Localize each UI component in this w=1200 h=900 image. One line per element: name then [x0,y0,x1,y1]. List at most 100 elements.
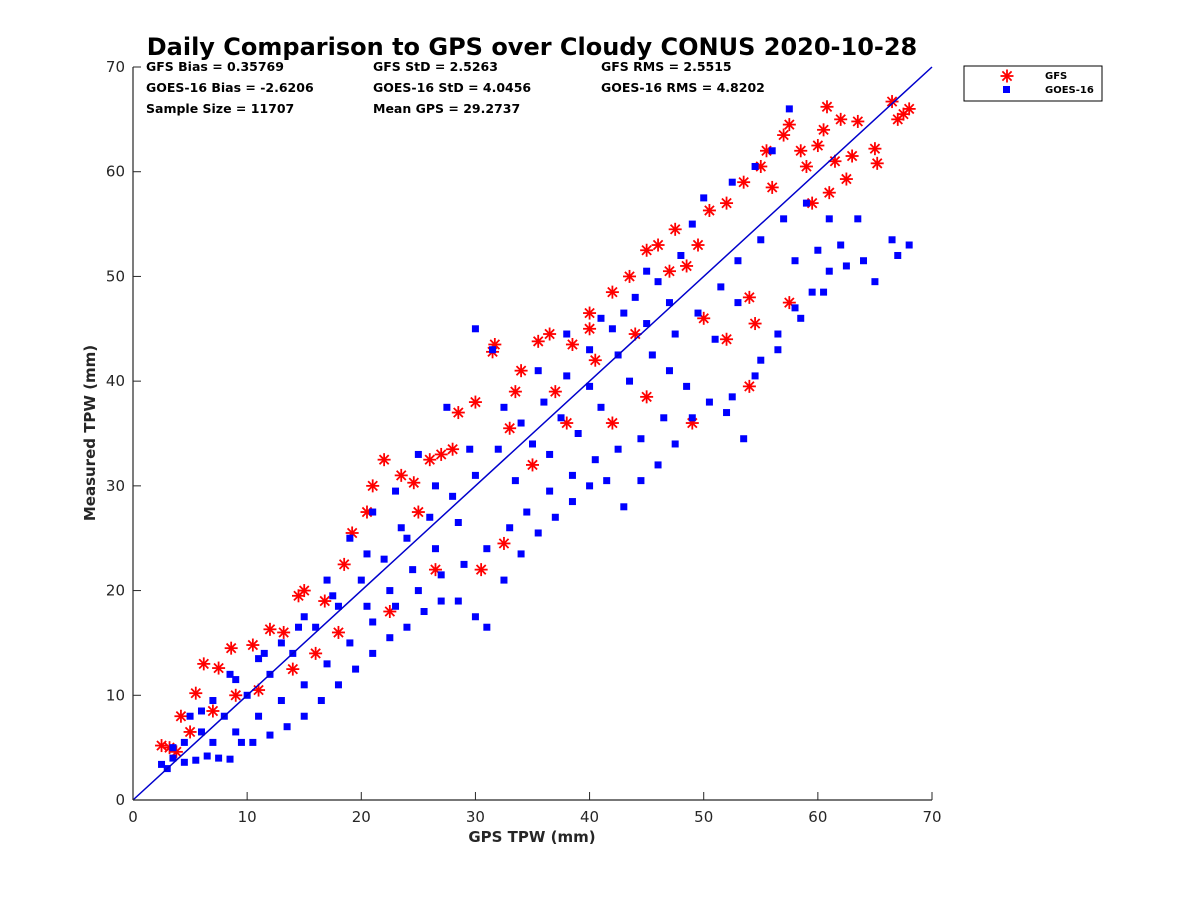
goes-16-point [785,105,793,113]
gfs-point [286,662,300,676]
goes-16-point [386,587,394,595]
gfs-point [407,476,421,490]
gfs-point [662,264,676,278]
goes-16-point [414,587,422,595]
goes-16-point [728,178,736,186]
goes-16-point [283,723,291,731]
gfs-point [623,269,637,283]
gfs-point [318,594,332,608]
goes-16-point [414,450,422,458]
legend-goes-marker [1003,86,1010,93]
goes-16-point [323,576,331,584]
gfs-point [423,453,437,467]
goes-16-point [734,257,742,265]
gfs-point [811,139,825,153]
goes-16-point [517,419,525,427]
goes-16-point [683,382,691,390]
goes-16-point [334,681,342,689]
goes-16-point [728,393,736,401]
gfs-point [446,442,460,456]
gfs-point [309,646,323,660]
gfs-point [474,563,488,577]
goes-16-point [648,351,656,359]
goes-16-point [780,215,788,223]
y-axis-label: Measured TPW (mm) [81,345,99,521]
goes-16-point [671,330,679,338]
goes-16-point [500,403,508,411]
gfs-point [174,709,188,723]
gfs-point [588,353,602,367]
x-tick-label: 20 [352,808,371,826]
goes-16-point [563,330,571,338]
goes-16-point [677,251,685,259]
goes-16-point [483,623,491,631]
goes-16-point [603,477,611,485]
chart-title: Daily Comparison to GPS over Cloudy CONU… [147,33,918,61]
x-axis-ticks: 0 10 20 30 40 50 60 70 [128,792,942,826]
goes-16-point [643,267,651,275]
goes-16-point [466,445,474,453]
goes-16-point [197,728,205,736]
goes-16-point [825,215,833,223]
gfs-point [508,385,522,399]
goes-16-point [312,623,320,631]
goes-16-point [774,346,782,354]
goes-16-point [842,262,850,270]
goes-16-point [209,697,217,705]
goes-16-point [295,623,303,631]
stat-gfs-rms: GFS RMS = 2.5515 [601,59,732,74]
goes-16-point [471,613,479,621]
goes-16-point [688,220,696,228]
goes-16-point [232,728,240,736]
gfs-point [777,128,791,142]
goes-16-point [723,409,731,417]
goes-16-point [363,602,371,610]
one-to-one-line [132,66,933,801]
goes-16-point [226,755,234,763]
stat-sample-size: Sample Size = 11707 [146,101,294,116]
goes-16-point [352,665,360,673]
gfs-point [394,468,408,482]
gfs-point [531,334,545,348]
goes-16-point [791,257,799,265]
goes-16-point [631,293,639,301]
goes-16-point [158,760,166,768]
goes-16-point [597,314,605,322]
goes-16-point [637,435,645,443]
x-tick-label: 10 [238,808,257,826]
gfs-point [799,159,813,173]
goes-16-point [614,445,622,453]
goes-16-point [808,288,816,296]
x-tick-label: 70 [922,808,941,826]
goes-16-point [757,356,765,364]
goes-16-point [791,304,799,312]
stat-gfs-std: GFS StD = 2.5263 [373,59,498,74]
goes-16-point [317,697,325,705]
gfs-point [155,739,169,753]
goes-16-point [403,623,411,631]
gfs-point [822,186,836,200]
gfs-point [742,379,756,393]
gfs-point [451,406,465,420]
legend-gfs-asterisk [1000,69,1014,83]
goes-16-point [397,524,405,532]
gfs-point [212,661,226,675]
goes-16-point [437,571,445,579]
stat-goes-rms: GOES-16 RMS = 4.8202 [601,80,765,95]
gfs-point [702,203,716,217]
gfs-point [468,395,482,409]
goes-16-point [300,681,308,689]
gfs-point [434,447,448,461]
goes-16-point [226,670,234,678]
gfs-point [720,196,734,210]
goes-16-point [871,278,879,286]
gfs-point [377,453,391,467]
stat-mean-gps: Mean GPS = 29.2737 [373,101,520,116]
goes-16-point [523,508,531,516]
goes-16-point [471,325,479,333]
x-tick-label: 50 [694,808,713,826]
y-tick-label: 60 [106,163,125,181]
goes-16-point [203,752,211,760]
gfs-point [820,100,834,114]
gfs-point [782,118,796,132]
